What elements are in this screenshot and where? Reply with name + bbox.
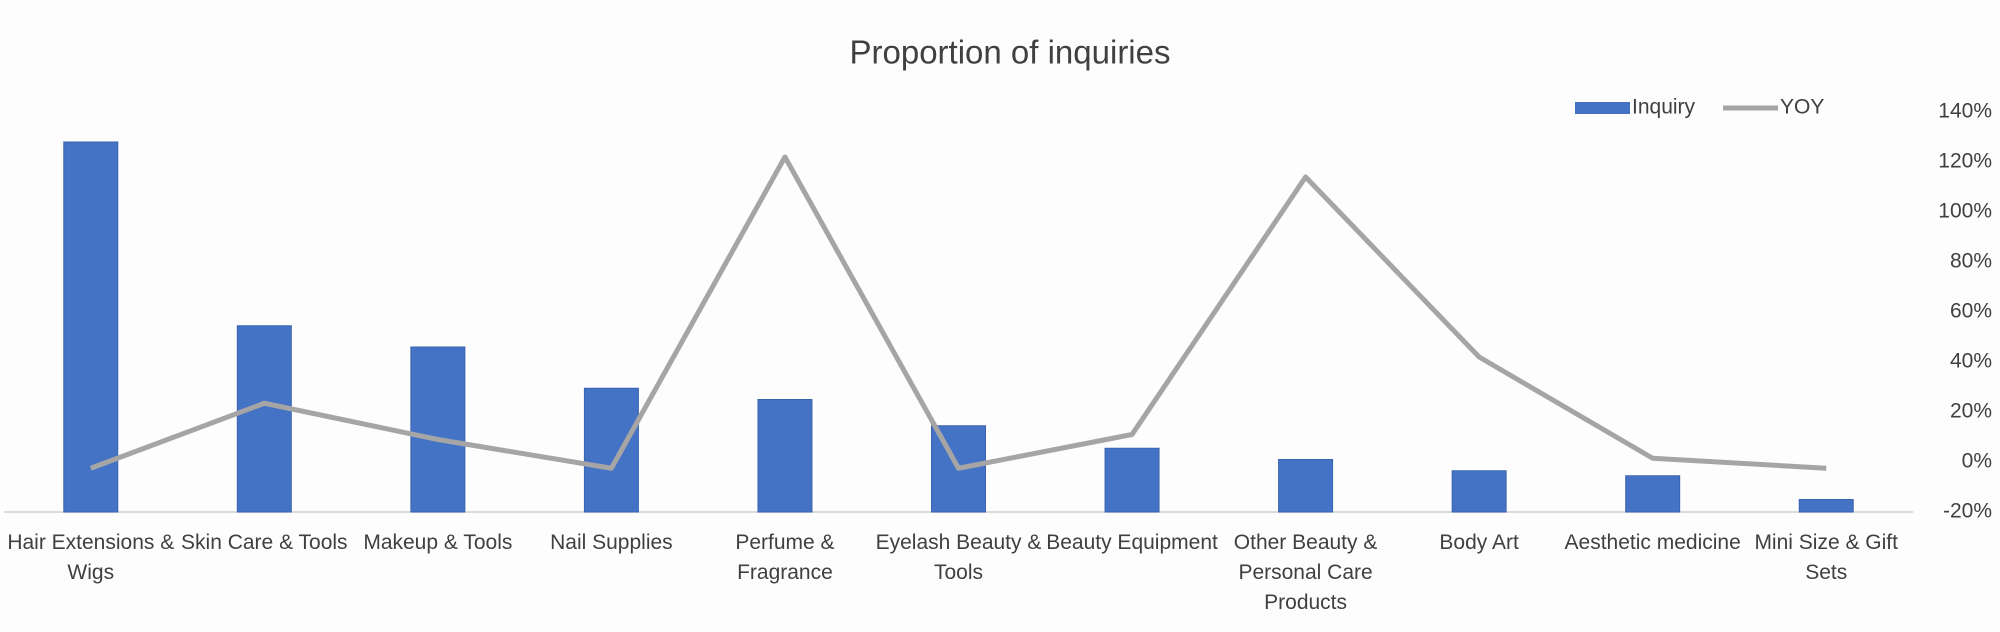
bar	[583, 387, 639, 513]
x-tick-label: Skin Care & Tools	[181, 531, 348, 554]
legend-swatch	[1575, 102, 1630, 114]
bar	[757, 399, 813, 513]
bar	[1798, 499, 1854, 513]
y2-tick-label: 140%	[1938, 100, 1992, 123]
bar	[410, 346, 466, 513]
y2-tick-label: 20%	[1950, 400, 1992, 423]
y2-tick-label: 80%	[1950, 250, 1992, 273]
x-tick-label: Hair Extensions & Wigs	[7, 531, 175, 584]
legend-label: YOY	[1780, 96, 1824, 119]
x-tick-label: Beauty Equipment	[1046, 531, 1218, 554]
y2-tick-label: 100%	[1938, 200, 1992, 223]
bar	[1278, 459, 1334, 513]
y2-tick-label: 60%	[1950, 300, 1992, 323]
x-tick-label: Body Art	[1439, 531, 1519, 554]
chart-title: Proportion of inquiries	[849, 34, 1170, 71]
bar	[236, 325, 292, 513]
x-tick-label: Eyelash Beauty & Tools	[875, 531, 1042, 584]
bar	[1451, 470, 1507, 513]
x-tick-label: Aesthetic medicine	[1564, 531, 1741, 554]
legend-label: Inquiry	[1632, 96, 1696, 119]
bar	[1104, 447, 1160, 513]
x-tick-label: Perfume & Fragrance	[735, 531, 835, 584]
bar	[1625, 475, 1681, 513]
line	[89, 154, 1827, 471]
x-tick-label: Makeup & Tools	[363, 531, 513, 554]
x-tick-label: Mini Size & Gift Sets	[1754, 531, 1898, 584]
y2-tick-label: 120%	[1938, 150, 1992, 173]
x-tick-label: Nail Supplies	[550, 531, 673, 554]
y2-tick-label: 40%	[1950, 350, 1992, 373]
y2-tick-label: 0%	[1962, 450, 1992, 473]
bar	[63, 141, 119, 513]
x-tick-label: Other Beauty & Personal Care Products	[1233, 531, 1378, 614]
y2-tick-label: -20%	[1943, 500, 1992, 523]
